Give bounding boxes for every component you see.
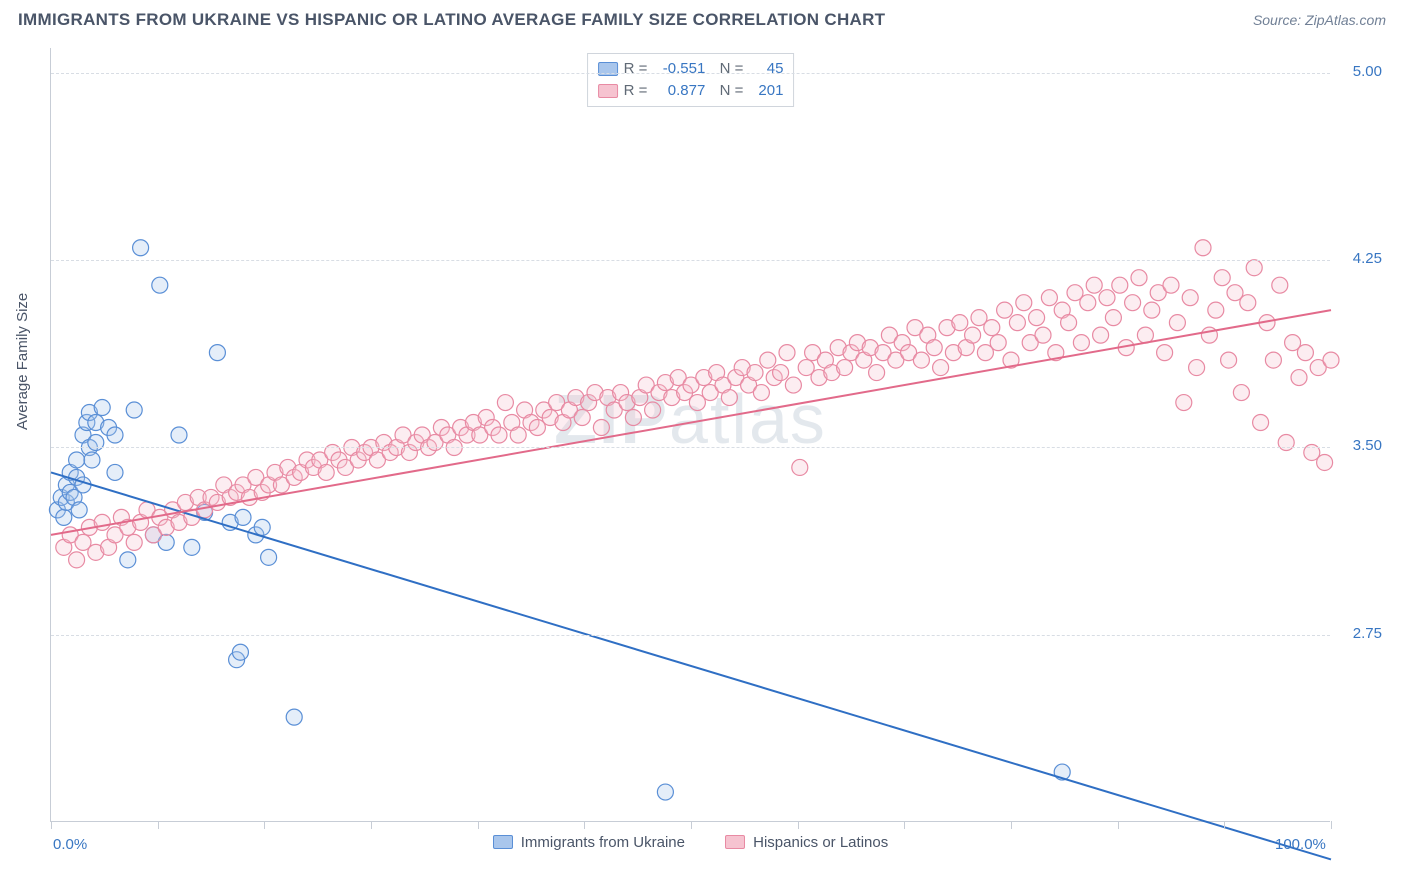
- swatch-icon: [493, 835, 513, 849]
- chart-area: ZIPatlas R = -0.551 N = 45 R = 0.877 N =…: [50, 48, 1330, 822]
- series-legend: Immigrants from Ukraine Hispanics or Lat…: [51, 834, 1330, 854]
- x-tick-label: 100.0%: [1275, 836, 1326, 853]
- source-label: Source: ZipAtlas.com: [1253, 12, 1386, 28]
- chart-title: IMMIGRANTS FROM UKRAINE VS HISPANIC OR L…: [18, 10, 885, 30]
- y-tick-label: 2.75: [1353, 625, 1382, 642]
- y-axis-label: Average Family Size: [14, 293, 31, 430]
- y-tick-label: 4.25: [1353, 250, 1382, 267]
- swatch-icon: [725, 835, 745, 849]
- x-tick-label: 0.0%: [53, 836, 87, 853]
- legend-item: Hispanics or Latinos: [725, 834, 888, 851]
- header: IMMIGRANTS FROM UKRAINE VS HISPANIC OR L…: [0, 0, 1406, 35]
- legend-item: Immigrants from Ukraine: [493, 834, 685, 851]
- y-tick-label: 5.00: [1353, 63, 1382, 80]
- plot-svg: [51, 48, 1330, 821]
- y-tick-label: 3.50: [1353, 437, 1382, 454]
